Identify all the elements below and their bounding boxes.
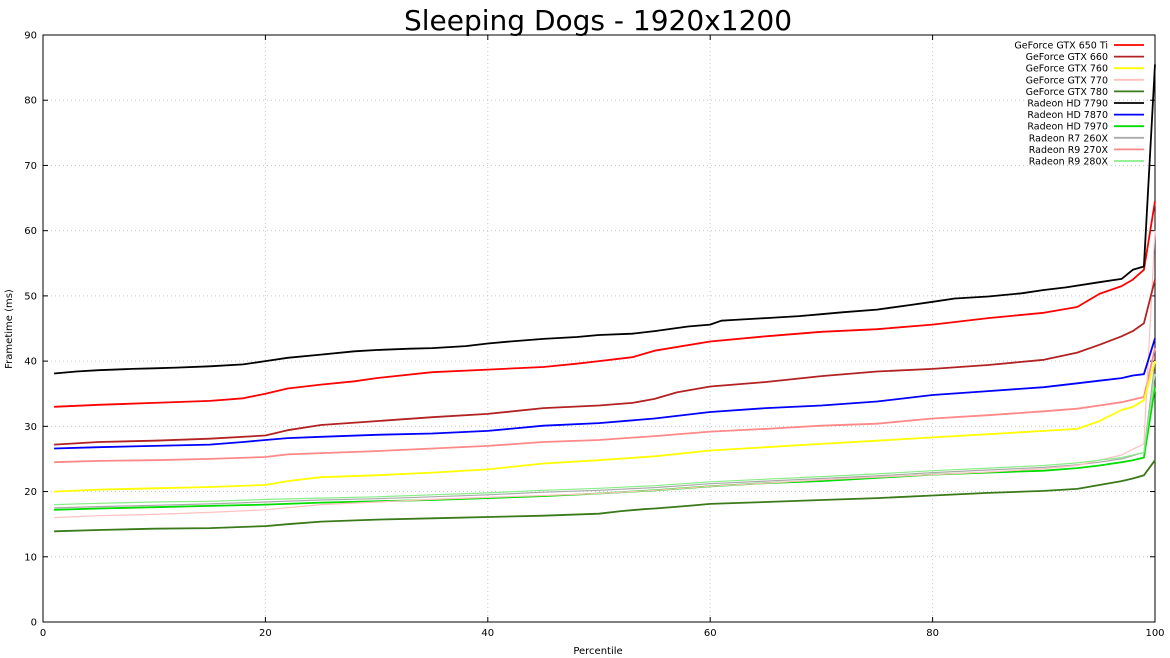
series-line-radeon-r9-280x — [54, 374, 1156, 506]
tick-layer: 0 20 40 60 80 100 0 10 20 30 40 50 60 70 80 90 — [24, 31, 1164, 640]
legend-label-radeon-r7-260x: Radeon R7 260X — [1029, 133, 1109, 144]
grid-layer — [43, 35, 1155, 622]
y-tick-label: 90 — [24, 31, 37, 42]
series-line-geforce-gtx-760 — [54, 360, 1156, 493]
legend-label-radeon-r9-280x: Radeon R9 280X — [1029, 157, 1109, 168]
y-tick-label: 40 — [24, 357, 37, 368]
y-tick-label: 60 — [24, 226, 37, 237]
legend-label-radeon-hd-7970: Radeon HD 7970 — [1027, 122, 1108, 133]
x-tick-label: 100 — [1145, 628, 1164, 639]
y-tick-label: 0 — [31, 618, 37, 629]
legend-label-geforce-gtx-650-ti: GeForce GTX 650 Ti — [1014, 41, 1108, 52]
plot-frame — [42, 34, 1156, 623]
series-line-geforce-gtx-660 — [54, 279, 1156, 446]
series-line-radeon-r9-270x — [54, 347, 1156, 464]
legend-label-radeon-r9-270x: Radeon R9 270X — [1029, 145, 1109, 156]
legend-label-geforce-gtx-770: GeForce GTX 770 — [1026, 75, 1108, 86]
legend-label-geforce-gtx-660: GeForce GTX 660 — [1026, 52, 1108, 63]
series-line-geforce-gtx-780 — [54, 459, 1156, 533]
legend-label-geforce-gtx-760: GeForce GTX 760 — [1026, 64, 1108, 75]
y-tick-label: 10 — [24, 552, 37, 563]
series-line-geforce-gtx-650-ti — [54, 201, 1156, 408]
y-tick-label: 70 — [24, 161, 37, 172]
legend-label-radeon-hd-7790: Radeon HD 7790 — [1027, 99, 1108, 110]
chart-title: Sleeping Dogs - 1920x1200 — [404, 4, 792, 37]
y-tick-label: 50 — [24, 291, 37, 302]
series-line-geforce-gtx-770 — [54, 230, 1156, 519]
x-tick-label: 20 — [259, 628, 272, 639]
series-line-radeon-hd-7790 — [54, 64, 1156, 375]
legend-label-radeon-hd-7870: Radeon HD 7870 — [1027, 110, 1108, 121]
y-tick-label: 30 — [24, 422, 37, 433]
series-line-radeon-r7-260x — [54, 361, 1156, 509]
series-layer — [54, 64, 1156, 533]
legend-label-geforce-gtx-780: GeForce GTX 780 — [1026, 87, 1108, 98]
x-axis-label: Percentile — [573, 646, 622, 657]
y-tick-label: 20 — [24, 487, 37, 498]
x-tick-label: 0 — [40, 628, 46, 639]
x-tick-label: 40 — [481, 628, 494, 639]
x-tick-label: 80 — [926, 628, 939, 639]
x-tick-label: 60 — [704, 628, 717, 639]
y-tick-label: 80 — [24, 96, 37, 107]
y-axis-label: Frametime (ms) — [4, 289, 15, 369]
series-line-radeon-hd-7870 — [54, 338, 1156, 450]
